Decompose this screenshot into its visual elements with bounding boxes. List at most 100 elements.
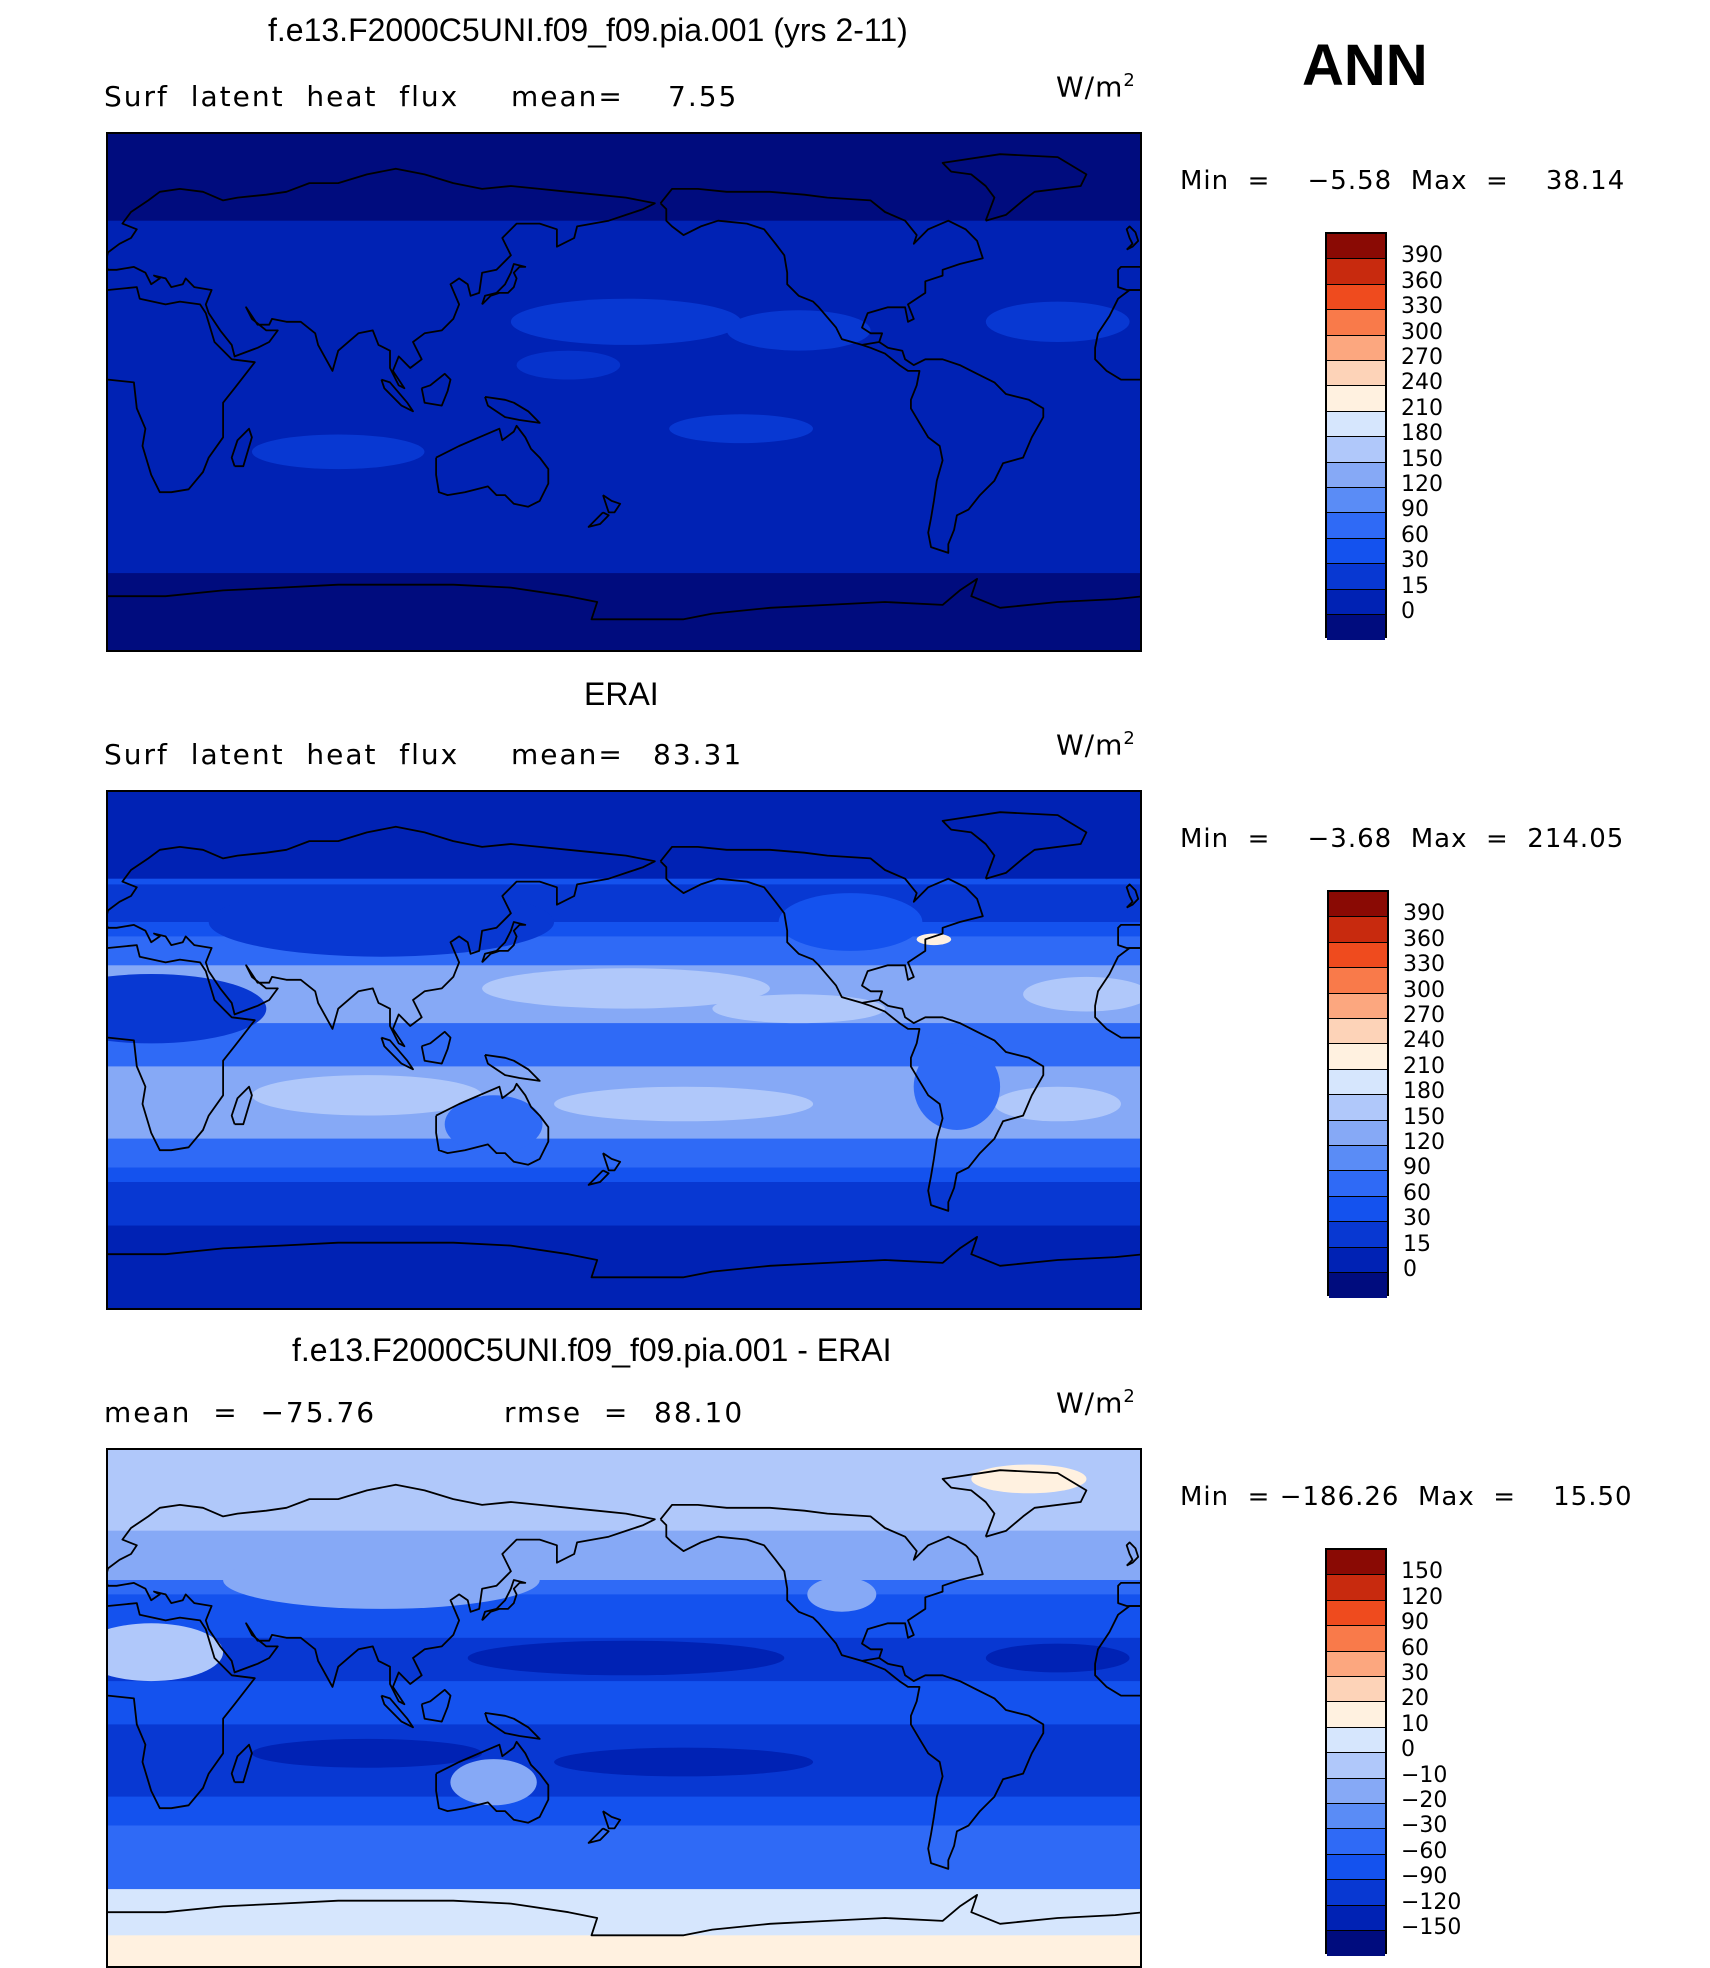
panel-2-mean-label: mean= — [511, 738, 624, 771]
panel-2-title: ERAI — [584, 676, 659, 712]
colorbar-segment — [1327, 437, 1385, 463]
colorbar-segment — [1327, 361, 1385, 387]
colorbar-level-label: 60 — [1403, 1180, 1431, 1206]
colorbar-segment — [1329, 1196, 1387, 1223]
panel-1-map — [106, 132, 1142, 652]
colorbar-level-label: 390 — [1403, 901, 1445, 927]
colorbar-level-label: 300 — [1403, 977, 1445, 1003]
season-label: ANN — [1302, 33, 1428, 98]
colorbar-segment — [1327, 1600, 1385, 1627]
colorbar-level-label: 120 — [1401, 472, 1443, 497]
panel-1-variable-label: Surf latent heat flux — [104, 80, 460, 113]
colorbar-level-label: 210 — [1403, 1053, 1445, 1079]
panel-3-minmax: Min = −186.26 Max = 15.50 — [1180, 1482, 1633, 1512]
colorbar-frame — [1325, 232, 1387, 641]
colorbar-segment — [1327, 234, 1385, 260]
panel-1-title: f.e13.F2000C5UNI.f09_f09.pia.001 (yrs 2-… — [268, 12, 908, 48]
colorbar-level-label: 390 — [1401, 243, 1443, 269]
colorbar-level-label: 0 — [1403, 1257, 1417, 1282]
colorbar-level-label: 270 — [1401, 345, 1443, 370]
panel-1-minmax: Min = −5.58 Max = 38.14 — [1180, 166, 1626, 196]
panel-1-mean-label: mean= — [511, 80, 624, 113]
colorbar-segment — [1329, 892, 1387, 918]
colorbar-segment — [1329, 1273, 1387, 1299]
colorbar-segment — [1327, 284, 1385, 311]
colorbar-segment — [1327, 1727, 1385, 1754]
colorbar-segment — [1327, 259, 1385, 285]
colorbar-level-label: −90 — [1401, 1864, 1448, 1890]
panel-3-map — [106, 1448, 1142, 1968]
colorbar-segment — [1327, 411, 1385, 438]
colorbar-segment — [1327, 538, 1385, 565]
colorbar-level-label: −10 — [1401, 1762, 1448, 1788]
colorbar-level-label: −30 — [1401, 1813, 1448, 1839]
panel-3-rmse-value: 88.10 — [654, 1396, 745, 1429]
colorbar-segment — [1327, 1677, 1385, 1703]
colorbar-segment — [1327, 589, 1385, 615]
colorbar-segment — [1329, 1120, 1387, 1146]
coastlines — [108, 153, 1140, 621]
colorbar-level-label: 30 — [1401, 1661, 1429, 1686]
colorbar-level-label: 330 — [1401, 294, 1443, 320]
colorbar-level-label: 15 — [1401, 573, 1429, 599]
colorbar-segment — [1327, 1854, 1385, 1881]
panel-1-mean-value: 7.55 — [668, 80, 739, 113]
colorbar-level-label: 180 — [1403, 1079, 1445, 1105]
colorbar-segment — [1327, 1880, 1385, 1906]
colorbar-level-label: 240 — [1403, 1028, 1445, 1054]
colorbar-level-label: 270 — [1403, 1003, 1445, 1028]
colorbar-frame — [1327, 890, 1389, 1299]
panel-2-variable-label: Surf latent heat flux — [104, 738, 460, 771]
panel-2-mean-value: 83.31 — [653, 738, 744, 771]
panel-3-units: W/m2 — [1056, 1386, 1136, 1420]
colorbar-level-label: 300 — [1401, 319, 1443, 345]
colorbar-segment — [1329, 1171, 1387, 1197]
colorbar-level-label: 60 — [1401, 1635, 1429, 1661]
colorbar-level-label: −150 — [1401, 1915, 1462, 1940]
colorbar-level-label: 150 — [1401, 1559, 1443, 1585]
colorbar-level-label: 210 — [1401, 395, 1443, 421]
colorbar-level-label: 30 — [1403, 1206, 1431, 1232]
colorbar-segment — [1329, 917, 1387, 943]
colorbar-level-label: 360 — [1403, 926, 1445, 952]
colorbar-segment — [1329, 1095, 1387, 1121]
colorbar-segment — [1327, 462, 1385, 488]
colorbar-level-label: 150 — [1403, 1104, 1445, 1130]
colorbar-segment — [1329, 942, 1387, 969]
colorbar-segment — [1329, 968, 1387, 994]
colorbar-segment — [1327, 1575, 1385, 1601]
coastlines — [108, 811, 1140, 1279]
colorbar-level-label: 330 — [1403, 952, 1445, 978]
colorbar-level-label: 0 — [1401, 1737, 1415, 1763]
colorbar-segment — [1327, 615, 1385, 641]
colorbar-segment — [1327, 513, 1385, 539]
colorbar-level-label: −120 — [1401, 1889, 1462, 1915]
colorbar-level-label: 0 — [1401, 599, 1415, 624]
colorbar-segment — [1329, 1247, 1387, 1273]
colorbar-segment — [1327, 386, 1385, 412]
colorbar-segment — [1327, 1931, 1385, 1957]
colorbar-level-label: 15 — [1403, 1231, 1431, 1257]
panel-2-minmax: Min = −3.68 Max = 214.05 — [1180, 824, 1625, 854]
colorbar-level-label: 150 — [1401, 446, 1443, 472]
colorbar-segment — [1327, 564, 1385, 590]
colorbar-level-label: 360 — [1401, 268, 1443, 294]
colorbar-segment — [1329, 1069, 1387, 1096]
contour-field — [108, 134, 1140, 650]
panel-3-rmse-label: rmse = — [504, 1396, 630, 1429]
colorbar-segment — [1327, 1626, 1385, 1652]
panel-3-mean-label: mean = −75.76 — [104, 1396, 377, 1429]
colorbar-segment — [1327, 1905, 1385, 1931]
colorbar-level-label: 240 — [1401, 370, 1443, 396]
colorbar-level-label: 20 — [1401, 1686, 1429, 1712]
colorbar-segment — [1327, 1804, 1385, 1830]
colorbar-segment — [1329, 1222, 1387, 1248]
colorbar-level-label: −20 — [1401, 1788, 1448, 1813]
colorbar-segment — [1327, 488, 1385, 514]
colorbar-level-label: 120 — [1403, 1130, 1445, 1155]
colorbar-level-label: 10 — [1401, 1711, 1429, 1737]
colorbar-segment — [1329, 1044, 1387, 1070]
colorbar-level-label: 120 — [1401, 1584, 1443, 1610]
panel-2-map — [106, 790, 1142, 1310]
colorbar-level-label: −60 — [1401, 1838, 1448, 1864]
